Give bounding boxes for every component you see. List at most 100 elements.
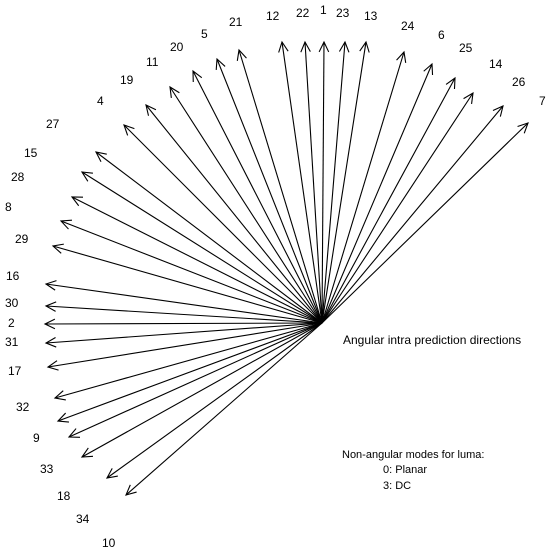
arrow-head: [396, 50, 407, 63]
direction-arrow-6: [321, 62, 434, 324]
mode-label-17: 17: [8, 364, 22, 378]
mode-label-30: 30: [5, 296, 19, 310]
arrow-head: [463, 91, 474, 104]
mode-label-7: 7: [539, 94, 546, 108]
mode-label-33: 33: [40, 462, 54, 476]
arrow-head: [236, 48, 247, 61]
arrow-head: [123, 124, 135, 136]
mode-label-34: 34: [76, 512, 90, 526]
direction-arrow-32: [53, 322, 323, 401]
arrow-shaft: [71, 196, 323, 324]
arrow-head: [59, 219, 73, 230]
arrow-shaft: [192, 70, 323, 324]
mode-label-14: 14: [489, 57, 503, 71]
arrow-head: [359, 40, 370, 53]
direction-arrow-23: [321, 40, 350, 324]
arrow-shaft: [321, 63, 433, 324]
mode-label-16: 16: [6, 269, 20, 283]
arrow-head: [44, 337, 57, 348]
direction-arrows: [43, 40, 529, 496]
mode-label-21: 21: [229, 15, 243, 29]
direction-arrow-34: [105, 322, 323, 479]
mode-label-13: 13: [364, 9, 378, 23]
mode-label-22: 22: [296, 6, 310, 20]
mode-label-28: 28: [11, 170, 25, 184]
mode-label-8: 8: [5, 200, 12, 214]
direction-arrow-10: [125, 322, 323, 496]
direction-arrow-16: [44, 280, 323, 324]
arrow-head: [169, 85, 180, 98]
direction-arrow-33: [67, 322, 323, 438]
direction-arrow-15: [80, 171, 323, 324]
direction-arrow-24: [321, 50, 407, 324]
arrow-shaft: [123, 124, 323, 324]
mode-label-32: 32: [16, 400, 30, 414]
direction-arrow-19: [145, 104, 323, 324]
arrow-head: [192, 69, 203, 83]
arrow-head: [53, 390, 66, 401]
arrow-shaft: [321, 92, 474, 324]
direction-arrow-2: [43, 318, 323, 330]
direction-arrow-7: [321, 122, 529, 324]
direction-arrow-30: [44, 301, 323, 324]
arrow-head: [300, 40, 311, 53]
arrow-shaft: [57, 322, 323, 422]
mode-label-29: 29: [15, 232, 29, 246]
direction-arrow-20: [192, 69, 323, 324]
mode-label-27: 27: [46, 117, 60, 131]
mode-label-12: 12: [266, 9, 280, 23]
arrow-shaft: [81, 322, 323, 458]
arrow-head: [80, 447, 94, 458]
arrow-shaft: [45, 283, 323, 324]
mode-label-24: 24: [401, 19, 415, 33]
direction-arrow-14: [321, 91, 474, 324]
mode-label-4: 4: [97, 94, 104, 108]
arrow-shaft: [321, 41, 325, 324]
direction-arrow-17: [46, 322, 323, 371]
mode-label-15: 15: [24, 146, 38, 160]
arrow-head: [46, 360, 59, 371]
mode-label-11: 11: [146, 55, 159, 69]
arrow-shaft: [321, 41, 367, 324]
arrow-head: [338, 40, 350, 53]
direction-arrow-4: [123, 124, 323, 324]
arrow-shaft: [304, 41, 323, 324]
arrow-head: [445, 76, 456, 90]
direction-arrow-31: [44, 322, 323, 348]
arrow-head: [44, 301, 57, 312]
arrow-shaft: [68, 322, 323, 438]
arrow-shaft: [54, 322, 323, 399]
arrow-head: [51, 243, 64, 254]
arrow-shaft: [216, 58, 323, 324]
direction-arrow-21: [236, 48, 323, 324]
arrow-shaft: [145, 104, 323, 324]
arrow-shaft: [169, 86, 323, 324]
direction-arrow-27: [94, 151, 323, 324]
direction-arrow-8: [59, 219, 323, 324]
arrow-head: [517, 122, 529, 134]
mode-label-6: 6: [438, 28, 445, 42]
arrow-head: [105, 468, 118, 479]
arrow-shaft: [321, 41, 346, 324]
mode-label-5: 5: [201, 27, 208, 41]
arrow-shaft: [281, 41, 323, 324]
arrow-head: [215, 57, 226, 71]
arrow-head: [318, 40, 330, 53]
direction-arrow-12: [278, 40, 323, 324]
direction-arrow-18: [80, 322, 323, 458]
arrow-shaft: [52, 245, 323, 324]
mode-label-18: 18: [57, 489, 71, 503]
arrow-head: [125, 484, 137, 496]
direction-arrow-22: [300, 40, 323, 324]
arrow-head: [492, 105, 504, 117]
arrow-shaft: [45, 322, 323, 344]
arrow-shaft: [321, 122, 529, 324]
direction-arrow-11: [169, 85, 323, 324]
arrow-head: [80, 171, 93, 182]
arrow-shaft: [125, 322, 323, 496]
arrow-head: [67, 428, 81, 438]
mode-label-31: 31: [5, 335, 19, 349]
arrow-head: [44, 280, 57, 291]
